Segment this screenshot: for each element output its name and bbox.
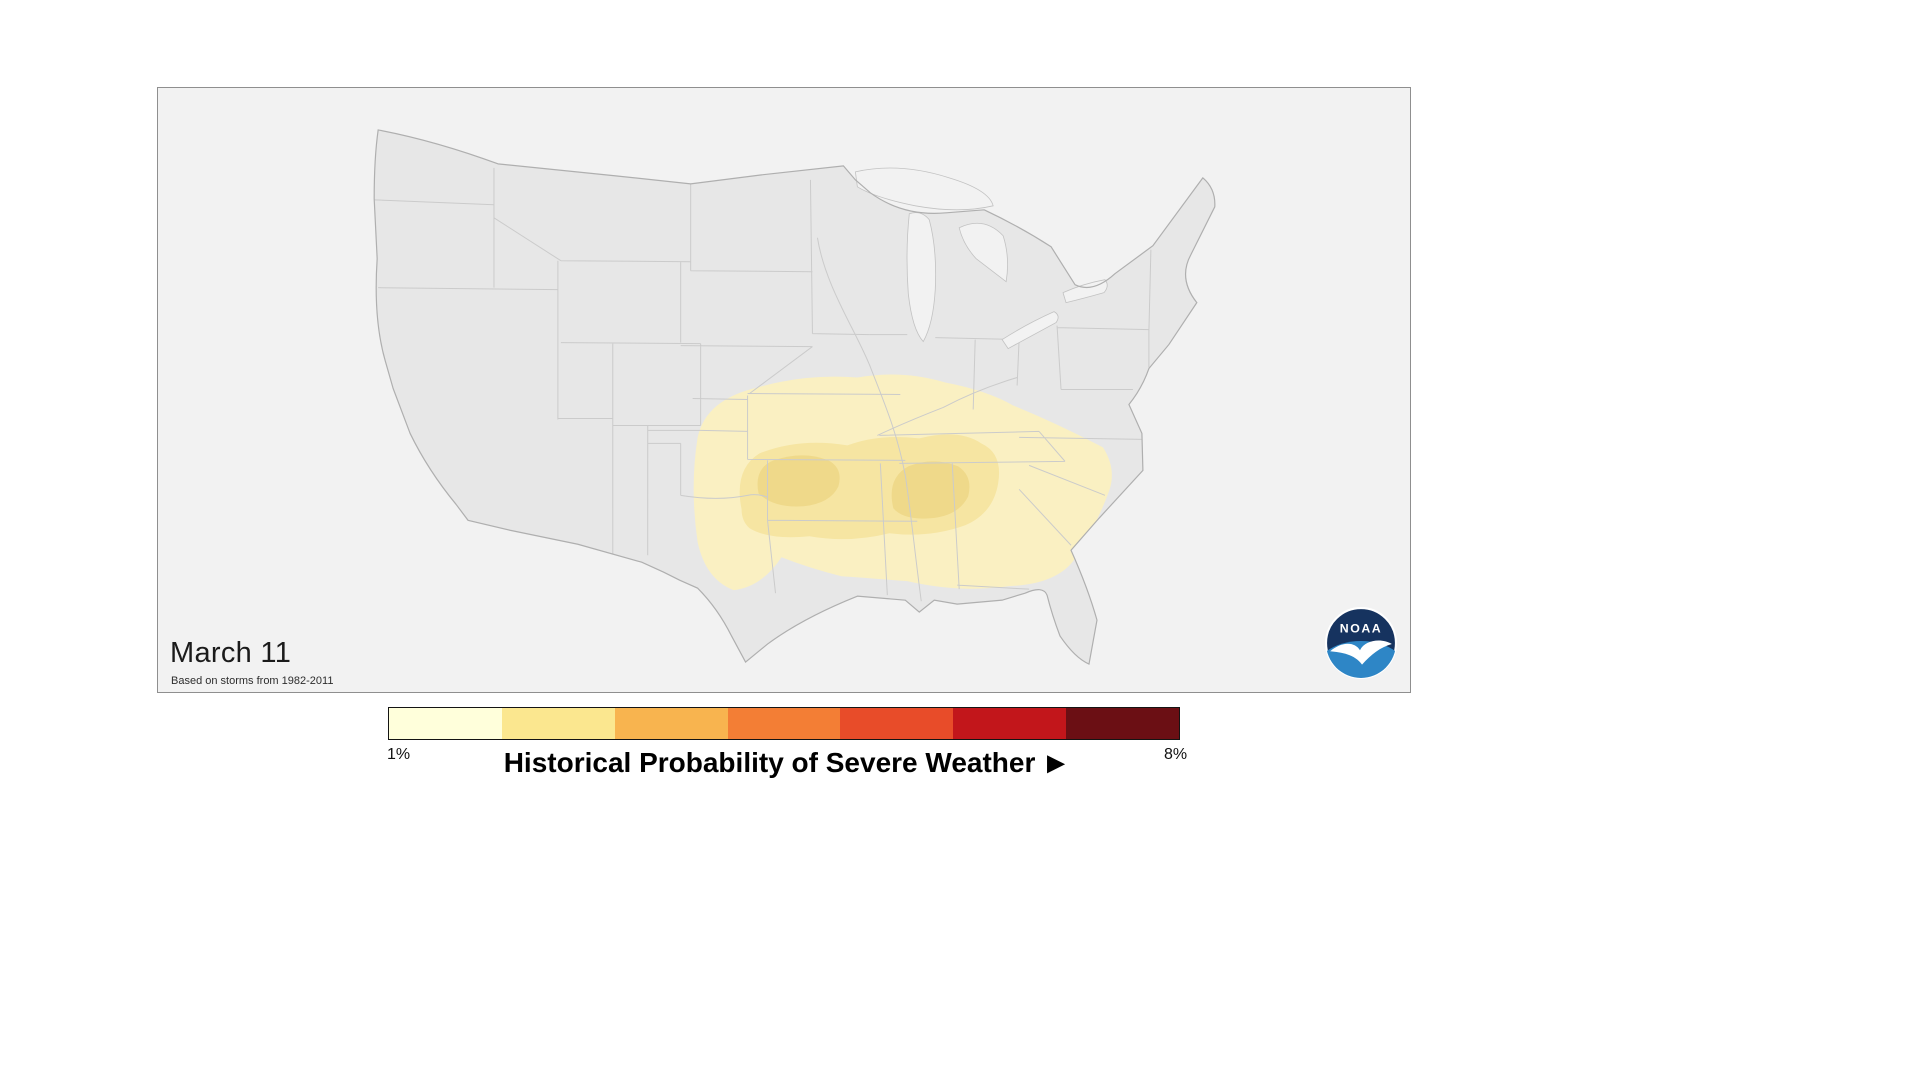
scale-segment — [1066, 708, 1180, 739]
lake-superior — [854, 167, 994, 211]
scale-min-label: 1% — [387, 746, 411, 763]
scale-segment — [501, 708, 615, 739]
scale-segment — [953, 708, 1067, 739]
noaa-gull-icon — [1330, 640, 1392, 665]
probability-contour-high-west — [757, 455, 840, 507]
color-scale-bar — [388, 707, 1180, 740]
play-icon[interactable]: ▶ — [1047, 750, 1065, 775]
scale-segment — [614, 708, 728, 739]
us-map — [158, 88, 1410, 692]
noaa-logo: NOAA — [1325, 607, 1397, 679]
scale-max-label: 8% — [1164, 746, 1188, 763]
scale-segment — [389, 708, 502, 739]
state-boundaries — [374, 167, 1152, 602]
lake-michigan — [906, 212, 937, 343]
great-lakes — [854, 167, 1108, 350]
lake-erie — [1001, 311, 1059, 350]
scale-segment — [840, 708, 954, 739]
probability-contour-high-east — [891, 461, 970, 519]
scale-segment — [727, 708, 841, 739]
legend-title-row: Historical Probability of Severe Weather… — [388, 747, 1180, 779]
lake-huron — [958, 222, 1008, 283]
date-label: March 11 — [170, 637, 292, 669]
map-panel: March 11 Based on storms from 1982-2011 … — [157, 87, 1411, 693]
noaa-logo-text: NOAA — [1340, 622, 1382, 636]
legend-title: Historical Probability of Severe Weather — [503, 747, 1036, 778]
source-note: Based on storms from 1982-2011 — [171, 675, 334, 687]
probability-contours — [693, 374, 1112, 591]
